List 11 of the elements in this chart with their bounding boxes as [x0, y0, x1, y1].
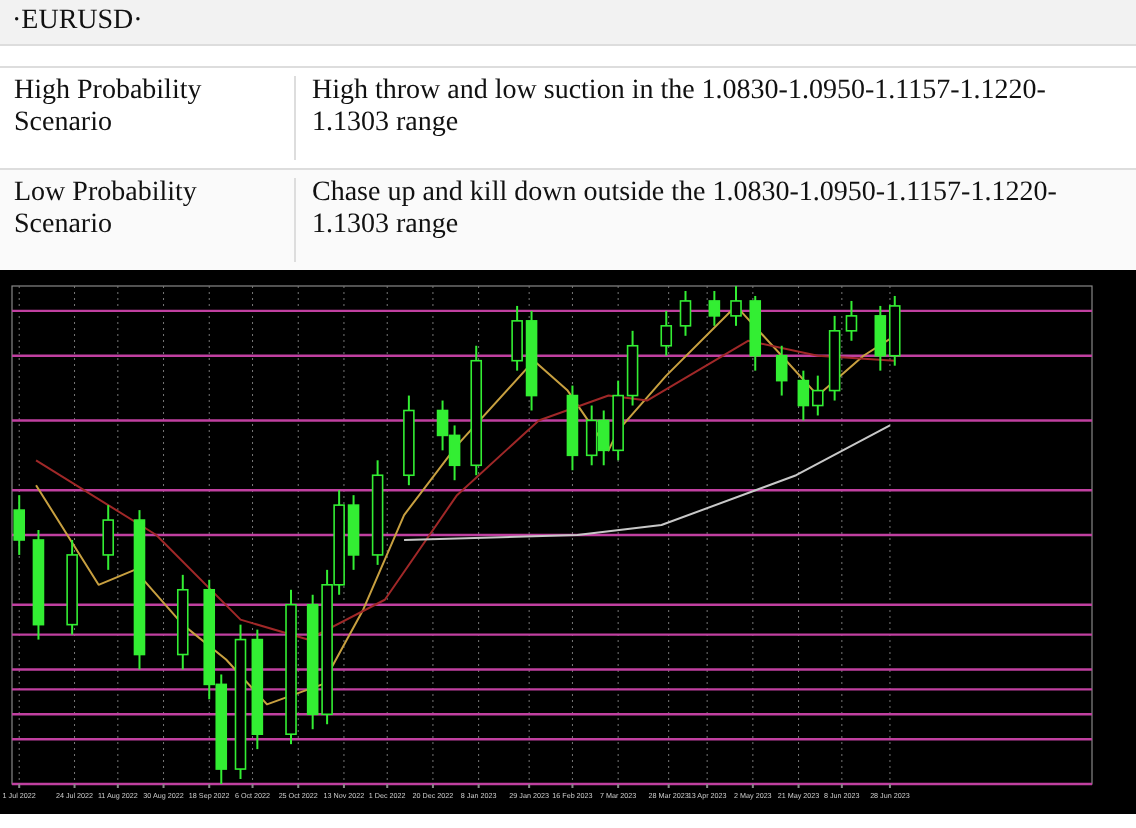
- text: High throw and low suction in the 1.0830-1.0950-1.1157-1.1220-1.1303 range: [310, 76, 1048, 142]
- candlestick: [102, 504, 115, 571]
- candlestick: [13, 494, 26, 556]
- text: High Probability Scenario: [0, 76, 296, 160]
- text: Chase up and kill down outside the 1.0830-1.0950-1.1157-1.1220-1.1303 range: [310, 178, 1059, 244]
- text: ·EURUSD·: [0, 0, 1136, 46]
- candlestick: [708, 289, 721, 327]
- candlestick: [775, 344, 788, 397]
- candlestick: [660, 309, 673, 357]
- candlestick: [845, 299, 858, 342]
- text: Low Probability Scenario: [0, 178, 296, 262]
